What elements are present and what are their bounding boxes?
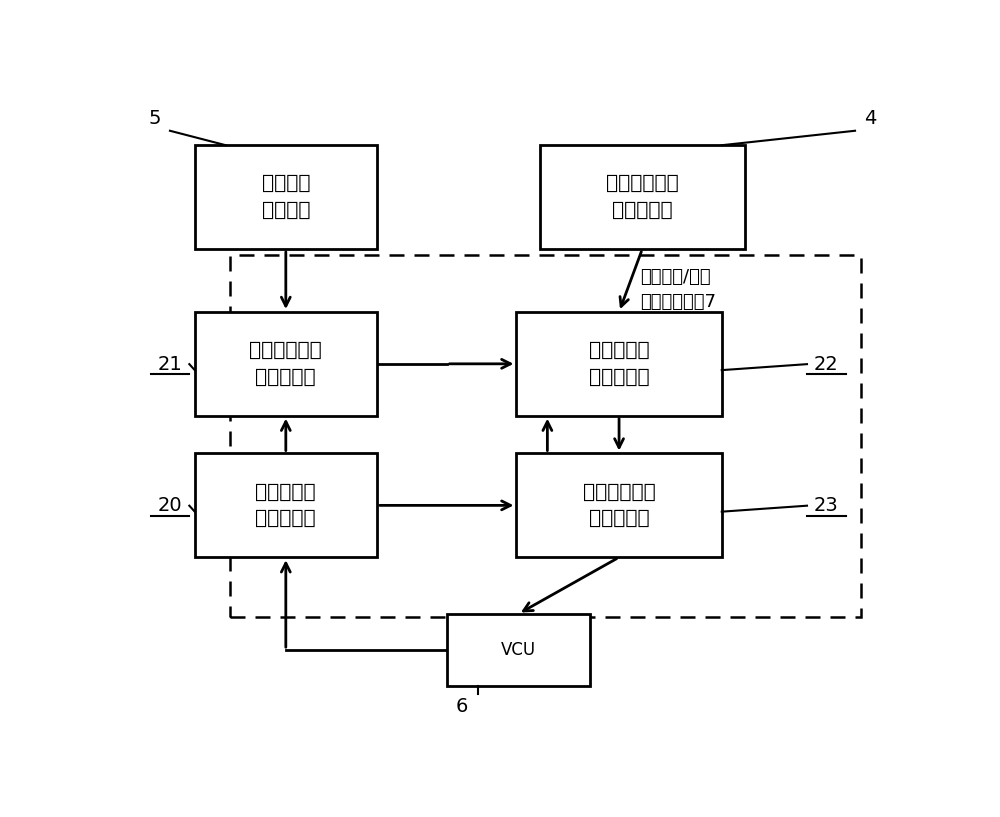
Text: 4: 4 <box>864 109 877 127</box>
Text: 轮胎最大纵向
力计算单元: 轮胎最大纵向 力计算单元 <box>249 341 322 386</box>
Text: 差动制动/驱动
协调控制单元7: 差动制动/驱动 协调控制单元7 <box>640 268 716 311</box>
Text: 5: 5 <box>148 109 161 127</box>
Text: 23: 23 <box>814 496 839 516</box>
Text: 附着系数
识别单元: 附着系数 识别单元 <box>262 174 310 220</box>
Text: 21: 21 <box>158 355 182 373</box>
Bar <box>195 145 377 249</box>
Text: 车轮运动形
式确定单元: 车轮运动形 式确定单元 <box>589 341 649 386</box>
Bar <box>195 312 377 416</box>
Bar <box>540 145 745 249</box>
Bar <box>516 453 722 557</box>
Text: 22: 22 <box>814 355 839 373</box>
Bar <box>516 312 722 416</box>
Bar <box>447 614 590 686</box>
Bar <box>195 453 377 557</box>
Text: 6: 6 <box>456 698 468 717</box>
Bar <box>230 256 861 617</box>
Text: 轮胎垂直载
荷计算单元: 轮胎垂直载 荷计算单元 <box>256 483 316 528</box>
Text: VCU: VCU <box>501 641 536 659</box>
Text: 最佳抗衡摆力
矩分配单元: 最佳抗衡摆力 矩分配单元 <box>583 483 655 528</box>
Text: 最佳抗衡摆力
矩计算单元: 最佳抗衡摆力 矩计算单元 <box>606 174 679 220</box>
Text: 20: 20 <box>158 496 182 516</box>
